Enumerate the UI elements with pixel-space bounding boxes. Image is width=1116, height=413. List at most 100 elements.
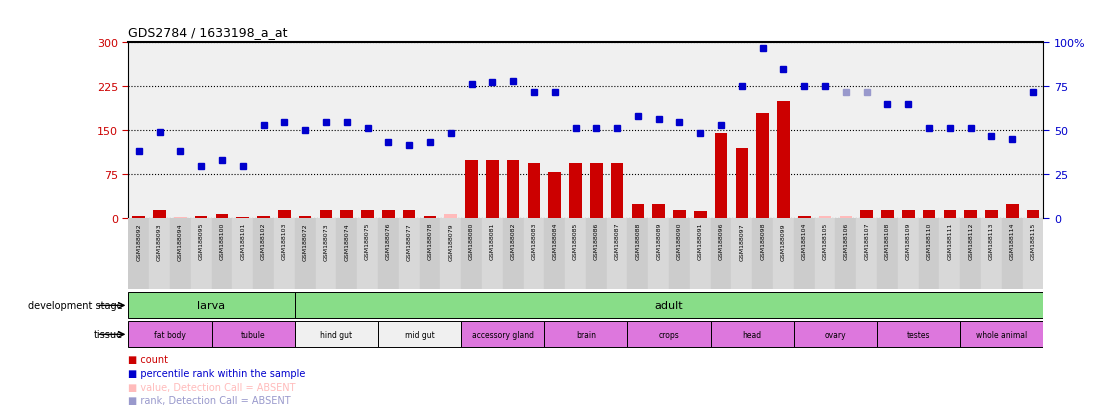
Text: GSM188074: GSM188074 — [344, 222, 349, 260]
Text: ■ rank, Detection Call = ABSENT: ■ rank, Detection Call = ABSENT — [128, 395, 291, 405]
Bar — [882, 210, 894, 219]
Text: mid gut: mid gut — [405, 330, 434, 339]
Text: GSM188095: GSM188095 — [199, 222, 203, 260]
Text: ■ value, Detection Call = ABSENT: ■ value, Detection Call = ABSENT — [128, 382, 296, 392]
Bar — [839, 216, 853, 219]
Text: GSM188105: GSM188105 — [822, 222, 828, 260]
Text: GSM188085: GSM188085 — [573, 222, 578, 260]
Text: GSM188076: GSM188076 — [386, 222, 391, 260]
Text: accessory gland: accessory gland — [472, 330, 533, 339]
Text: GSM188084: GSM188084 — [552, 222, 557, 260]
Bar — [673, 210, 685, 219]
Bar — [569, 163, 581, 219]
Bar — [382, 211, 395, 219]
Bar — [295, 292, 1043, 319]
Bar — [212, 219, 232, 289]
Bar — [465, 160, 478, 219]
Text: brain: brain — [576, 330, 596, 339]
Text: GSM188092: GSM188092 — [136, 222, 142, 260]
Bar — [336, 219, 357, 289]
Text: GSM188115: GSM188115 — [1030, 222, 1036, 260]
Bar — [856, 219, 877, 289]
Bar — [773, 219, 793, 289]
Bar — [378, 219, 398, 289]
Text: GSM188100: GSM188100 — [220, 222, 224, 260]
Text: GSM188103: GSM188103 — [282, 222, 287, 260]
Text: GSM188113: GSM188113 — [989, 222, 994, 260]
Text: GSM188094: GSM188094 — [177, 222, 183, 260]
Bar — [877, 321, 960, 348]
Text: GSM188107: GSM188107 — [864, 222, 869, 260]
Bar — [632, 204, 644, 219]
Text: GSM188086: GSM188086 — [594, 222, 599, 260]
Bar — [757, 114, 769, 219]
Text: GSM188111: GSM188111 — [947, 222, 952, 260]
Text: tissue: tissue — [94, 330, 123, 339]
Bar — [711, 321, 793, 348]
Text: GSM188089: GSM188089 — [656, 222, 661, 260]
Bar — [1006, 204, 1019, 219]
Bar — [690, 219, 711, 289]
Text: GSM188099: GSM188099 — [781, 222, 786, 260]
Text: GSM188104: GSM188104 — [801, 222, 807, 260]
Bar — [793, 321, 877, 348]
Bar — [258, 216, 270, 219]
Bar — [253, 219, 273, 289]
Text: GSM188090: GSM188090 — [677, 222, 682, 260]
Bar — [731, 219, 752, 289]
Bar — [487, 160, 499, 219]
Text: GSM188112: GSM188112 — [969, 222, 973, 260]
Bar — [482, 219, 502, 289]
Bar — [940, 219, 960, 289]
Bar — [960, 321, 1043, 348]
Bar — [128, 292, 295, 319]
Bar — [836, 219, 856, 289]
Bar — [461, 321, 545, 348]
Bar — [441, 219, 461, 289]
Bar — [548, 172, 561, 219]
Bar — [153, 211, 166, 219]
Text: GSM188077: GSM188077 — [406, 222, 412, 260]
Text: GSM188080: GSM188080 — [469, 222, 474, 260]
Bar — [798, 216, 810, 219]
Text: ■ percentile rank within the sample: ■ percentile rank within the sample — [128, 368, 306, 378]
Bar — [128, 219, 150, 289]
Text: GSM188114: GSM188114 — [1010, 222, 1014, 260]
Bar — [653, 204, 665, 219]
Bar — [403, 211, 415, 219]
Text: GSM188106: GSM188106 — [844, 222, 848, 260]
Bar — [237, 217, 249, 219]
Bar — [711, 219, 731, 289]
Bar — [424, 216, 436, 219]
Bar — [964, 210, 976, 219]
Text: development stage: development stage — [28, 301, 123, 311]
Bar — [319, 211, 333, 219]
Bar — [212, 321, 295, 348]
Bar — [461, 219, 482, 289]
Bar — [648, 219, 670, 289]
Bar — [944, 211, 956, 219]
Bar — [981, 219, 1002, 289]
Bar — [295, 219, 316, 289]
Bar — [923, 211, 935, 219]
Bar — [1002, 219, 1022, 289]
Bar — [586, 219, 607, 289]
Bar — [507, 160, 519, 219]
Bar — [1027, 211, 1039, 219]
Text: GSM188098: GSM188098 — [760, 222, 766, 260]
Bar — [815, 219, 836, 289]
Bar — [627, 321, 711, 348]
Bar — [793, 219, 815, 289]
Bar — [752, 219, 773, 289]
Bar — [195, 216, 208, 219]
Text: head: head — [743, 330, 762, 339]
Bar — [985, 211, 998, 219]
Text: GDS2784 / 1633198_a_at: GDS2784 / 1633198_a_at — [128, 26, 288, 39]
Bar — [316, 219, 336, 289]
Text: GSM188075: GSM188075 — [365, 222, 371, 260]
Text: GSM188109: GSM188109 — [906, 222, 911, 260]
Text: adult: adult — [655, 301, 683, 311]
Text: GSM188087: GSM188087 — [615, 222, 619, 260]
Bar — [170, 219, 191, 289]
Text: fat body: fat body — [154, 330, 186, 339]
